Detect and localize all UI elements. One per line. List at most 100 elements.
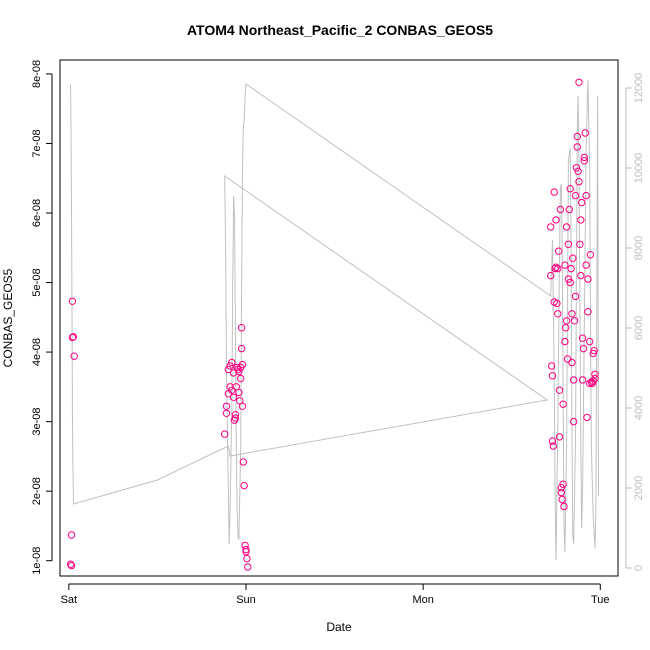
data-point [222,409,231,417]
data-point [234,365,242,374]
y-tick-label: 7e-08 [31,129,43,157]
data-point [547,271,555,280]
points-layer [66,78,599,571]
data-point [561,261,569,269]
data-point [576,240,584,249]
data-point [581,129,589,137]
data-point [221,430,229,438]
data-point [226,362,234,370]
data-point [560,502,568,511]
data-point [242,545,250,554]
data-point [549,442,557,450]
data-point [552,216,560,224]
data-point [554,310,562,318]
y-axis: 1e-08 2e-08 3e-08 4e-08 5e-08 6e-08 7e-08 8e-08 [31,60,53,575]
data-point [571,191,580,200]
data-point [583,413,591,422]
data-point [552,263,560,271]
data-point [555,433,564,441]
data-point [586,251,595,259]
data-point [590,347,598,355]
data-point [229,393,238,401]
data-point [68,297,77,305]
x-axis: Sat Sun Mon Tue [61,583,610,606]
data-point [222,402,231,410]
data-point [578,376,587,384]
data-point [586,337,594,346]
data-point [558,495,566,504]
data-point [570,417,578,426]
data-point [554,264,562,273]
data-point [243,554,251,563]
data-point [566,278,574,287]
data-point [568,358,576,367]
data-point [575,178,583,186]
data-point [67,561,76,570]
x-axis-label: Date [326,620,352,634]
y2-tick-label: 0 [633,565,645,571]
data-point [569,254,577,262]
y2-tick-label: 8000 [633,236,645,260]
data-point [224,365,233,374]
y-tick-label: 1e-08 [31,547,43,575]
data-point [577,271,585,280]
data-point [578,198,586,207]
data-point [553,299,561,308]
data-point [572,164,581,172]
y2-tick-label: 10000 [633,153,645,184]
data-point [577,216,585,224]
data-point [580,153,588,162]
data-point [67,531,76,539]
data-point [573,132,581,141]
data-point [591,374,599,383]
data-point [561,337,569,346]
y-tick-label: 6e-08 [31,199,43,227]
data-point [562,223,571,231]
data-point [551,264,559,273]
data-point [240,481,248,490]
data-point [563,355,572,363]
data-point [562,317,571,325]
data-point [557,484,565,492]
data-point [567,264,575,273]
data-point [575,78,583,87]
data-point [570,317,579,325]
data-point [555,247,563,255]
altitude-line [70,79,599,561]
data-point [570,376,578,384]
data-point [582,191,590,200]
y-tick-label: 3e-08 [31,408,43,436]
data-point [584,275,592,283]
data-point [69,333,78,341]
data-point [238,360,247,369]
data-point [591,370,599,378]
altitude-layer [70,79,599,561]
x-tick-label: Tue [591,594,610,606]
data-point [550,188,558,196]
data-point [580,157,588,165]
data-point [66,560,75,568]
y-tick-label: 2e-08 [31,477,43,505]
data-point [571,292,580,301]
data-point [559,400,567,408]
data-point [548,372,557,380]
data-point [556,205,565,214]
data-point [68,333,77,342]
chart-title: ATOM4 Northeast_Pacific_2 CONBAS_GEOS5 [187,22,493,38]
data-point [244,563,252,571]
data-point [566,185,574,193]
y-tick-label: 8e-08 [31,60,43,88]
data-point [582,261,590,269]
data-point [568,310,576,318]
data-point [237,324,246,332]
data-point [557,488,565,497]
y2-tick-label: 6000 [633,316,645,340]
y-tick-label: 4e-08 [31,338,43,366]
data-point [230,416,239,424]
data-point [238,402,247,410]
y2-tick-label: 12000 [633,73,645,104]
data-point [574,167,582,176]
data-point [547,362,556,370]
data-point [555,386,564,394]
y2-tick-label: 2000 [633,476,645,500]
